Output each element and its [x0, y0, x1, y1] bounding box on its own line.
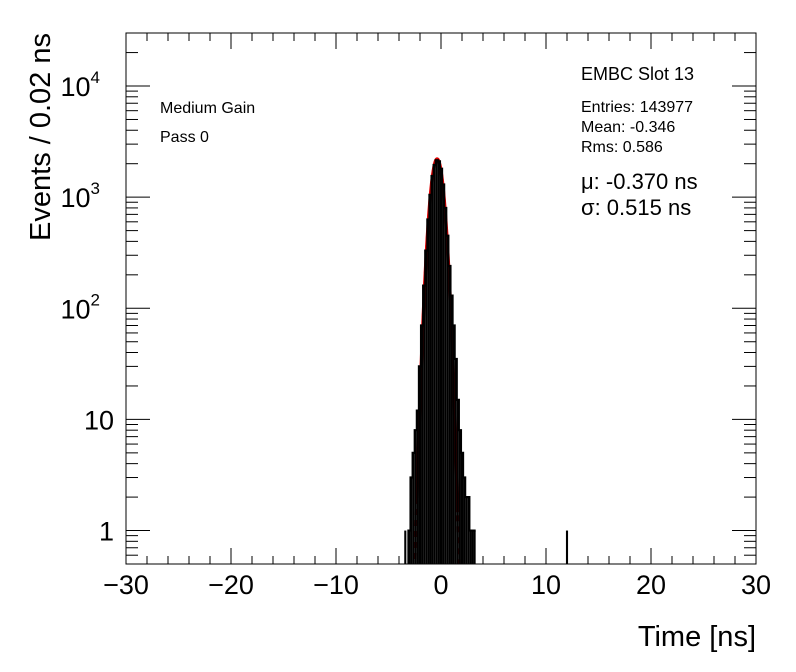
y-tick-label: 1 [99, 517, 114, 547]
histogram-bin [442, 184, 445, 564]
histogram-bin [450, 295, 453, 564]
stats-box: EMBC Slot 13 Entries: 143977 Mean: -0.34… [581, 64, 698, 220]
x-tick-label: 30 [741, 570, 771, 600]
histogram-bin [416, 410, 419, 564]
histogram-bin [458, 430, 461, 564]
histogram-bin [418, 366, 422, 564]
histogram-bin [448, 266, 451, 564]
histogram-bin [421, 325, 424, 564]
stats-entries: Entries: 143977 [581, 99, 693, 116]
histogram-bin [433, 164, 436, 564]
stats-mean: Mean: -0.346 [581, 119, 675, 136]
histogram-bin [423, 285, 426, 564]
x-tick-label: 10 [531, 570, 561, 600]
y-tick-label: 103 [60, 179, 100, 213]
x-tick-label: −10 [313, 570, 359, 600]
y-tick-label: 10 [84, 405, 114, 435]
histogram-bin [452, 325, 455, 564]
histogram-bin [565, 530, 569, 564]
x-tick-label: 20 [636, 570, 666, 600]
histogram-bin [473, 530, 476, 564]
y-axis-tick-labels: 1 10 102 103 104 [60, 68, 114, 547]
histogram-bin [429, 194, 432, 564]
x-axis-tick-labels: −30 −20 −10 0 10 20 30 [103, 570, 771, 600]
histogram-bin [437, 161, 440, 564]
histogram-bin [444, 207, 447, 564]
stats-title: EMBC Slot 13 [581, 64, 694, 84]
histogram-outline [407, 159, 476, 564]
histogram-bin [446, 235, 449, 564]
x-axis-ticks [125, 33, 757, 564]
x-tick-label: −20 [208, 570, 254, 600]
histogram-bin [431, 176, 434, 564]
annotation-gain: Medium Gain [160, 100, 255, 117]
histogram-bin [471, 530, 474, 564]
y-axis-ticks [126, 32, 756, 565]
histogram-bin [463, 477, 466, 564]
histogram-bin [404, 530, 407, 564]
plot-area [404, 157, 569, 564]
histogram-bin [460, 452, 464, 564]
y-tick-label: 102 [60, 290, 100, 324]
histogram-bin [456, 399, 459, 564]
x-axis-title: Time [ns] [638, 621, 756, 653]
stats-sigma: σ: 0.515 ns [581, 195, 691, 220]
annotation-pass: Pass 0 [160, 129, 209, 146]
y-axis-title: Events / 0.02 ns [25, 33, 57, 241]
histogram-bin [425, 250, 428, 564]
histogram-bin [465, 497, 468, 564]
stats-mu: μ: -0.370 ns [581, 169, 698, 194]
histogram-bin [469, 530, 472, 564]
x-tick-label: 0 [433, 570, 448, 600]
histogram [404, 159, 569, 564]
annotations: Medium Gain Pass 0 [160, 100, 255, 146]
histogram-bin [439, 168, 443, 564]
histogram-bin [435, 160, 438, 564]
stats-rms: Rms: 0.586 [581, 139, 663, 156]
histogram-bin [412, 452, 415, 564]
histogram-bin [427, 219, 430, 564]
histogram-bin [414, 430, 417, 564]
histogram-bin [454, 358, 457, 564]
x-tick-label: −30 [103, 570, 149, 600]
y-tick-label: 104 [60, 68, 100, 102]
